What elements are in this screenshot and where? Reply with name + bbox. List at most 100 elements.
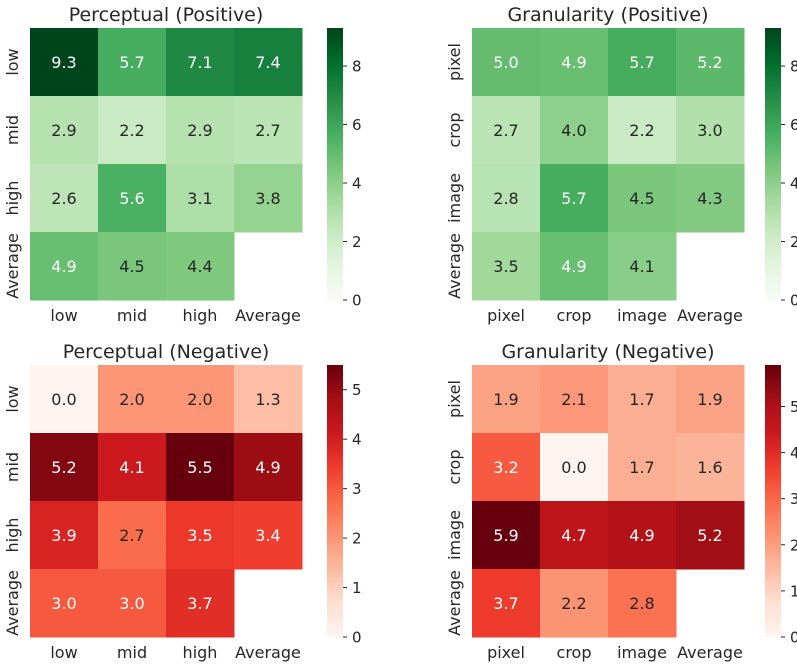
colorbar-tick-label: 6 [790, 116, 797, 134]
colorbar-tick-label: 6 [352, 116, 362, 134]
cell-value-label: 2.8 [493, 189, 518, 208]
cell-value-label: 0.0 [561, 458, 586, 477]
heatmap-cell [608, 232, 677, 301]
heatmap-cell [540, 433, 609, 502]
heatmap-cell [472, 433, 541, 502]
heatmap-cell [472, 501, 541, 570]
cell-value-label: 1.7 [629, 458, 654, 477]
y-tick-label: low [3, 48, 22, 75]
cell-value-label: 2.9 [51, 121, 76, 140]
y-tick-label: high [3, 181, 22, 216]
y-tick-label: pixel [445, 380, 464, 418]
y-tick-label: crop [445, 113, 464, 148]
x-tick-label: crop [557, 306, 592, 325]
heatmap-cell [472, 96, 541, 165]
cell-value-label: 3.0 [697, 121, 722, 140]
cell-value-label: 2.8 [629, 594, 654, 613]
cell-value-label: 5.7 [629, 53, 654, 72]
cell-value-label: 3.7 [493, 594, 518, 613]
heatmap-cell [540, 96, 609, 165]
cell-value-label: 1.6 [697, 458, 722, 477]
heatmap-cell [676, 433, 745, 502]
x-tick-label: Average [235, 306, 301, 325]
heatmap-cell [30, 569, 99, 638]
cell-value-label: 7.4 [255, 53, 280, 72]
heatmap-cell [676, 28, 745, 97]
cell-value-label: 2.1 [561, 390, 586, 409]
x-tick-label: low [50, 643, 77, 662]
x-tick-label: pixel [487, 643, 525, 662]
heatmap-cell [98, 365, 167, 434]
x-tick-label: Average [677, 306, 743, 325]
heatmap-cell [540, 569, 609, 638]
colorbar-tick-label: 5 [352, 381, 362, 399]
cell-value-label: 1.3 [255, 390, 280, 409]
colorbar [327, 28, 343, 300]
heatmap-title: Perceptual (Negative) [63, 341, 270, 363]
cell-value-label: 5.9 [493, 526, 518, 545]
heatmap-cell [676, 501, 745, 570]
heatmap-cell [98, 569, 167, 638]
heatmap-title: Granularity (Positive) [507, 4, 708, 26]
heatmap-cell [30, 433, 99, 502]
heatmap-cell [608, 433, 677, 502]
cell-value-label: 5.2 [697, 526, 722, 545]
heatmap-cell [30, 164, 99, 233]
cell-value-label: 5.2 [697, 53, 722, 72]
cell-value-label: 4.9 [51, 257, 76, 276]
heatmap-cell [98, 232, 167, 301]
heatmap-title: Granularity (Negative) [501, 341, 714, 363]
heatmap-cell [166, 232, 235, 301]
colorbar-tick-label: 2 [790, 536, 797, 554]
x-tick-label: crop [557, 643, 592, 662]
cell-value-label: 2.9 [187, 121, 212, 140]
y-tick-label: mid [3, 452, 22, 482]
x-tick-label: mid [117, 306, 147, 325]
heatmap-cell [98, 433, 167, 502]
y-tick-label: mid [3, 115, 22, 145]
cell-value-label: 4.1 [629, 257, 654, 276]
cell-value-label: 4.3 [697, 189, 722, 208]
cell-value-label: 0.0 [51, 390, 76, 409]
colorbar-tick-label: 4 [790, 444, 797, 462]
x-tick-label: low [50, 306, 77, 325]
cell-value-label: 4.5 [119, 257, 144, 276]
y-tick-label: low [3, 385, 22, 412]
cell-value-label: 7.1 [187, 53, 212, 72]
colorbar [765, 365, 781, 637]
cell-value-label: 3.9 [51, 526, 76, 545]
cell-value-label: 4.5 [629, 189, 654, 208]
cell-value-label: 1.9 [697, 390, 722, 409]
cell-value-label: 3.8 [255, 189, 280, 208]
heatmap-cell [472, 232, 541, 301]
x-tick-label: pixel [487, 306, 525, 325]
cell-value-label: 2.2 [561, 594, 586, 613]
colorbar-tick-label: 2 [352, 233, 362, 251]
colorbar-tick-label: 2 [790, 233, 797, 251]
cell-value-label: 4.4 [187, 257, 212, 276]
heatmap-cell [166, 28, 235, 97]
heatmap-cell [676, 365, 745, 434]
heatmap-cell [30, 96, 99, 165]
cell-value-label: 5.7 [119, 53, 144, 72]
cell-value-label: 5.0 [493, 53, 518, 72]
cell-value-label: 3.7 [187, 594, 212, 613]
heatmap-cell [166, 96, 235, 165]
colorbar-tick-label: 8 [790, 58, 797, 76]
colorbar-tick-label: 0 [352, 629, 362, 647]
cell-value-label: 9.3 [51, 53, 76, 72]
colorbar-tick-label: 2 [352, 530, 362, 548]
cell-value-label: 3.5 [493, 257, 518, 276]
colorbar-tick-label: 0 [352, 292, 362, 310]
heatmap-cell [540, 232, 609, 301]
heatmap-cell [540, 28, 609, 97]
heatmap-cell [472, 365, 541, 434]
heatmap-cell [30, 501, 99, 570]
y-tick-label: Average [3, 570, 22, 636]
heatmap-cell [676, 96, 745, 165]
heatmap-cell [234, 96, 303, 165]
cell-value-label: 4.9 [561, 53, 586, 72]
colorbar-tick-label: 3 [352, 480, 362, 498]
colorbar-tick-label: 3 [790, 490, 797, 508]
heatmap-cell [540, 164, 609, 233]
